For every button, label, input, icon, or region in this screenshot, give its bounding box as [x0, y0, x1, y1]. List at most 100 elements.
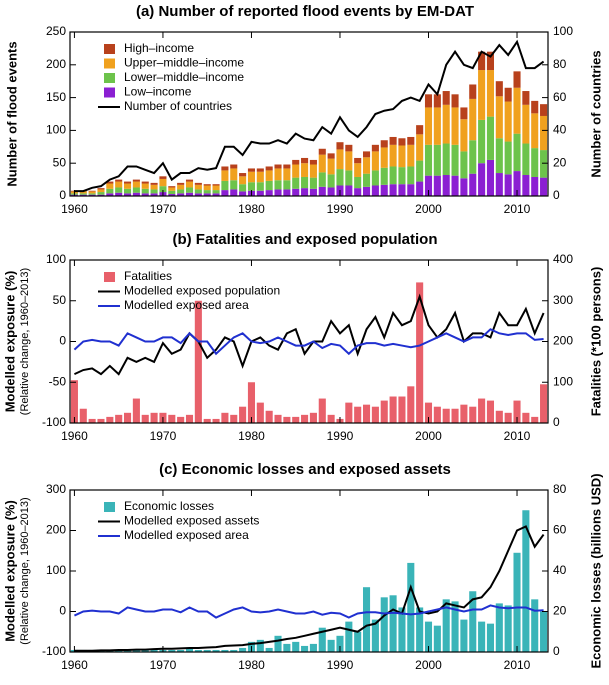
bar: [230, 180, 238, 190]
bar: [469, 98, 477, 141]
bar: [141, 181, 149, 184]
bar: [301, 188, 309, 196]
bar: [150, 649, 158, 652]
x-tick-label: 1990: [327, 429, 354, 443]
bar: [301, 157, 309, 164]
bar: [469, 84, 477, 99]
bar: [513, 171, 521, 196]
x-tick-label: 1980: [238, 429, 265, 443]
bar: [132, 192, 140, 196]
bar: [203, 190, 211, 194]
bar: [256, 639, 264, 652]
bar: [230, 189, 238, 196]
bar: [88, 194, 96, 196]
bar: [522, 412, 530, 423]
bar: [256, 182, 264, 191]
bar: [309, 164, 317, 178]
x-tick-label: 1990: [327, 658, 354, 672]
bar: [522, 143, 530, 176]
bar: [115, 179, 123, 182]
legend-label: High–income: [124, 41, 194, 55]
bar: [141, 193, 149, 196]
bar: [451, 107, 459, 145]
y2-tick-label: 60: [553, 523, 567, 537]
bar: [416, 607, 424, 652]
bar: [371, 406, 379, 423]
legend-label: Fatalities: [124, 269, 172, 283]
y-axis-label: Number of flood events: [4, 41, 19, 186]
bar: [230, 168, 238, 181]
bar: [504, 141, 512, 175]
bar: [362, 173, 371, 187]
bar: [380, 167, 388, 185]
bar: [159, 178, 167, 187]
bar: [433, 144, 441, 176]
bar: [212, 193, 220, 196]
y2-axis-label: Fatalities (*100 persons): [588, 267, 603, 417]
y2-tick-label: 40: [553, 123, 567, 137]
bar: [132, 649, 140, 652]
bar: [531, 113, 539, 149]
bar: [150, 412, 158, 423]
bar: [141, 188, 149, 194]
bar: [389, 184, 397, 196]
bar: [274, 635, 282, 652]
bar: [283, 164, 291, 169]
y2-tick-label: 20: [553, 155, 567, 169]
bar: [362, 587, 371, 652]
bar: [239, 173, 247, 177]
bar: [106, 193, 114, 196]
line: [74, 525, 545, 652]
legend-label: Modelled exposed population: [124, 284, 280, 298]
bar: [416, 282, 424, 423]
bar: [398, 607, 406, 652]
bar: [478, 119, 486, 164]
bar: [442, 91, 450, 105]
bar: [327, 187, 335, 196]
y-tick-label: 250: [46, 24, 66, 38]
bar: [398, 145, 406, 168]
legend-swatch: [104, 272, 115, 282]
bar: [442, 175, 450, 196]
y2-tick-label: 0: [553, 188, 560, 202]
y-tick-label: 100: [46, 123, 66, 137]
bar: [168, 187, 176, 191]
bar: [301, 414, 309, 423]
bar: [486, 623, 495, 652]
bar: [460, 178, 468, 196]
bar: [380, 400, 388, 423]
bar: [354, 631, 362, 652]
bar: [292, 641, 300, 652]
bar: [123, 183, 132, 189]
bar: [132, 181, 140, 188]
bar: [221, 190, 229, 196]
bar: [97, 418, 105, 423]
bar: [283, 168, 291, 181]
bar: [442, 599, 450, 652]
bar: [115, 649, 123, 652]
bar: [513, 133, 521, 172]
bar: [79, 191, 87, 194]
bar: [522, 175, 530, 196]
y-tick-label: 0: [59, 188, 66, 202]
bar: [407, 166, 415, 185]
bar: [433, 625, 441, 652]
bar: [256, 402, 264, 423]
bar: [185, 179, 194, 182]
bar: [106, 188, 114, 194]
bar: [168, 414, 176, 423]
bar: [283, 643, 291, 652]
bar: [185, 647, 194, 652]
bar: [247, 182, 256, 191]
bar: [540, 611, 548, 652]
bar: [265, 190, 273, 196]
x-tick-label: 1960: [61, 429, 88, 443]
bar: [389, 136, 397, 145]
bar: [345, 185, 353, 196]
bar: [309, 643, 317, 652]
bar: [239, 647, 247, 652]
bar: [345, 621, 353, 652]
y-tick-label: -50: [49, 374, 67, 388]
bar: [123, 181, 132, 184]
